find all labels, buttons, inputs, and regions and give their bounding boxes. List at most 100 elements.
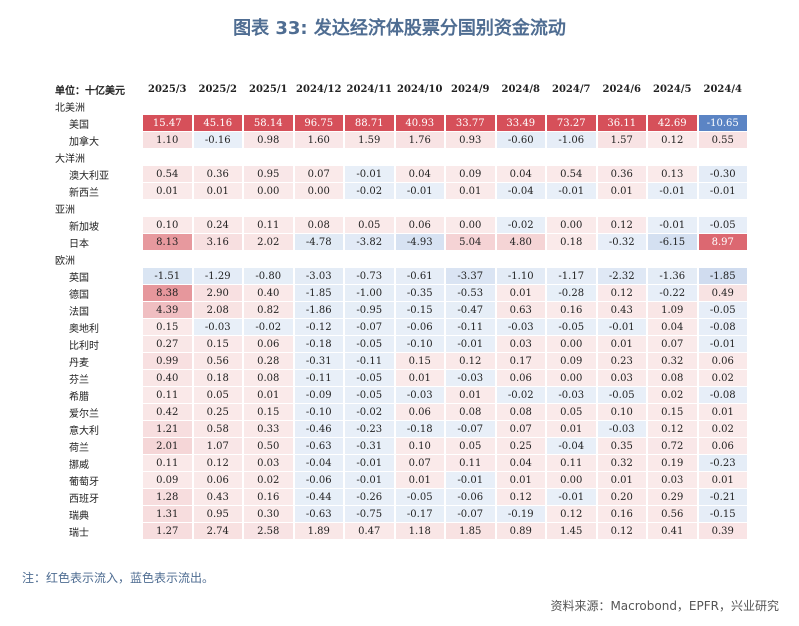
- value-cell: 0.02: [698, 421, 747, 437]
- spacer: [497, 251, 546, 267]
- value-cell: 1.07: [193, 438, 242, 454]
- value-cell: 0.12: [597, 523, 646, 539]
- value-cell: -4.93: [395, 234, 444, 250]
- value-cell: 0.11: [143, 387, 192, 403]
- value-cell: -0.53: [446, 285, 495, 301]
- value-cell: -0.18: [395, 421, 444, 437]
- value-cell: 33.49: [496, 115, 545, 131]
- value-cell: 0.06: [395, 217, 444, 233]
- value-cell: -0.05: [547, 319, 596, 335]
- value-cell: -0.21: [698, 489, 747, 505]
- value-cell: 0.08: [294, 217, 343, 233]
- value-cell: 0.01: [446, 387, 495, 403]
- value-cell: -0.15: [698, 506, 747, 522]
- spacer: [194, 200, 243, 216]
- row-label: 比利时: [69, 340, 99, 352]
- spacer: [244, 149, 293, 165]
- value-cell: -1.86: [294, 302, 343, 318]
- value-cell: 0.12: [648, 132, 697, 148]
- value-cell: 0.72: [648, 438, 697, 454]
- value-cell: -1.17: [547, 268, 596, 284]
- spacer: [194, 149, 243, 165]
- value-cell: 0.32: [648, 353, 697, 369]
- value-cell: -0.11: [345, 353, 394, 369]
- spacer: [345, 251, 394, 267]
- value-cell: 1.76: [395, 132, 444, 148]
- spacer: [699, 200, 748, 216]
- row-label: 美国: [69, 119, 89, 131]
- value-cell: -0.03: [597, 421, 646, 437]
- data-row: 葡萄牙 0.09 0.06 0.02 -0.06 -0.01 0.01 -0.01 0.01 0.…: [55, 472, 747, 488]
- value-cell: 0.15: [395, 353, 444, 369]
- value-cell: 8.38: [143, 285, 192, 301]
- value-cell: 58.14: [244, 115, 293, 131]
- value-cell: 0.33: [244, 421, 293, 437]
- value-cell: 0.35: [597, 438, 646, 454]
- value-cell: -0.08: [698, 387, 747, 403]
- column-header: 2024/6: [602, 83, 641, 95]
- value-cell: 0.01: [597, 336, 646, 352]
- value-cell: 0.10: [395, 438, 444, 454]
- value-cell: 2.90: [193, 285, 242, 301]
- value-cell: 0.02: [244, 472, 293, 488]
- column-header: 2025/2: [198, 83, 237, 95]
- value-cell: 0.39: [698, 523, 747, 539]
- value-cell: -0.07: [446, 421, 495, 437]
- row-label: 加拿大: [69, 136, 99, 148]
- spacer: [446, 149, 495, 165]
- value-cell: 0.00: [547, 370, 596, 386]
- value-cell: -3.03: [294, 268, 343, 284]
- value-cell: -10.65: [698, 115, 747, 131]
- column-header: 2024/8: [501, 83, 540, 95]
- value-cell: 0.04: [648, 319, 697, 335]
- value-cell: -1.29: [193, 268, 242, 284]
- row-label: 奥地利: [69, 323, 99, 335]
- spacer: [295, 251, 344, 267]
- spacer: [598, 251, 647, 267]
- value-cell: 2.01: [143, 438, 192, 454]
- value-cell: -0.01: [446, 336, 495, 352]
- value-cell: 0.12: [547, 506, 596, 522]
- header-row: 单位：十亿美元 2025/3 2025/2 2025/1 2024/12 2024/11 2…: [55, 81, 747, 97]
- value-cell: 4.39: [143, 302, 192, 318]
- value-cell: 0.11: [547, 455, 596, 471]
- data-row: 荷兰 2.01 1.07 0.50 -0.63 -0.31 0.10 0.05 0.25 -0.0…: [55, 438, 747, 454]
- value-cell: 0.63: [496, 302, 545, 318]
- value-cell: 0.09: [143, 472, 192, 488]
- column-header: 2024/7: [552, 83, 591, 95]
- column-header: 2024/4: [703, 83, 742, 95]
- spacer: [295, 200, 344, 216]
- column-header: 2024/9: [451, 83, 490, 95]
- row-label: 芬兰: [69, 374, 89, 386]
- spacer: [446, 200, 495, 216]
- data-row: 德国 8.38 2.90 0.40 -1.85 -1.00 -0.35 -0.53 0.01 -0…: [55, 285, 747, 301]
- row-label: 新加坡: [69, 221, 99, 233]
- value-cell: 0.01: [698, 404, 747, 420]
- value-cell: 0.98: [244, 132, 293, 148]
- spacer: [598, 98, 647, 114]
- value-cell: -0.03: [395, 387, 444, 403]
- value-cell: 0.00: [294, 183, 343, 199]
- value-cell: 1.21: [143, 421, 192, 437]
- value-cell: 0.12: [193, 455, 242, 471]
- value-cell: -0.47: [446, 302, 495, 318]
- value-cell: 1.85: [446, 523, 495, 539]
- value-cell: 0.01: [143, 183, 192, 199]
- group-label: 欧洲: [55, 255, 75, 267]
- value-cell: 0.12: [446, 353, 495, 369]
- value-cell: 0.41: [648, 523, 697, 539]
- value-cell: 0.15: [193, 336, 242, 352]
- data-row: 加拿大 1.10 -0.16 0.98 1.60 1.59 1.76 0.93 -0.60 -1.…: [55, 132, 747, 148]
- spacer: [396, 149, 445, 165]
- value-cell: 0.15: [143, 319, 192, 335]
- value-cell: 0.01: [547, 421, 596, 437]
- value-cell: -0.32: [597, 234, 646, 250]
- value-cell: 0.03: [648, 472, 697, 488]
- spacer: [547, 98, 596, 114]
- value-cell: 0.54: [143, 166, 192, 182]
- value-cell: -0.10: [294, 404, 343, 420]
- value-cell: 1.31: [143, 506, 192, 522]
- column-header: 2024/12: [296, 83, 342, 95]
- column-header: 2024/11: [346, 83, 392, 95]
- source: 资料来源：Macrobond，EPFR，兴业研究: [550, 599, 779, 613]
